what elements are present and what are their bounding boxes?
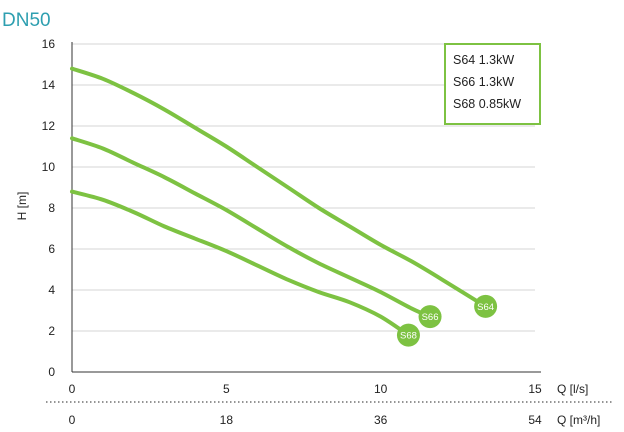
y-tick-label: 8 xyxy=(48,201,55,215)
y-tick-label: 14 xyxy=(42,78,56,92)
y-tick-label: 4 xyxy=(48,283,55,297)
y-tick-label: 16 xyxy=(42,37,56,51)
series-marker-label: S64 xyxy=(477,302,494,313)
x-axis-label-secondary: Q [m³/h] xyxy=(557,413,600,427)
chart-title: DN50 xyxy=(2,10,51,31)
y-tick-label: 12 xyxy=(42,119,56,133)
legend-entry: S68 0.85kW xyxy=(453,97,521,111)
series-marker-label: S68 xyxy=(400,331,417,342)
y-tick-label: 0 xyxy=(48,365,55,379)
axes xyxy=(71,42,541,373)
x-tick-label-secondary: 54 xyxy=(528,413,542,427)
series-marker-s66 xyxy=(418,305,442,329)
x-tick-label-secondary: 18 xyxy=(220,413,234,427)
y-tick-label: 2 xyxy=(48,324,55,338)
legend-box xyxy=(444,43,541,125)
series-line-s68 xyxy=(70,189,411,338)
series-line-s64 xyxy=(70,66,488,309)
y-tick-label: 10 xyxy=(42,160,56,174)
series-marker-s64 xyxy=(474,294,498,318)
legend-entry: S66 1.3kW xyxy=(453,75,514,89)
series-line-s66 xyxy=(70,136,433,319)
legend-entry: S64 1.3kW xyxy=(453,53,514,67)
x-tick-label-primary: 0 xyxy=(69,382,76,396)
x-tick-label-secondary: 0 xyxy=(69,413,76,427)
y-axis-label: H [m] xyxy=(15,192,29,221)
x-tick-label-primary: 15 xyxy=(528,382,542,396)
x-tick-label-primary: 10 xyxy=(374,382,388,396)
x-tick-label-primary: 5 xyxy=(223,382,230,396)
x-axis-label-primary: Q [l/s] xyxy=(557,382,588,396)
grid xyxy=(72,43,535,332)
y-tick-label: 6 xyxy=(48,242,55,256)
y-tick-labels: 0 2 4 6 8 10 12 14 16 xyxy=(42,37,56,379)
legend: S64 1.3kW S66 1.3kW S68 0.85kW xyxy=(444,43,541,125)
series-marker-label: S66 xyxy=(422,312,439,323)
series-lines xyxy=(70,66,488,338)
x-tick-labels-primary: 0 5 10 15 xyxy=(69,382,542,396)
series-marker-s68 xyxy=(396,323,420,347)
x-tick-labels-secondary: 0 18 36 54 xyxy=(69,413,542,427)
x-tick-label-secondary: 36 xyxy=(374,413,388,427)
series-end-markers: S64 S66 S68 xyxy=(396,294,498,347)
